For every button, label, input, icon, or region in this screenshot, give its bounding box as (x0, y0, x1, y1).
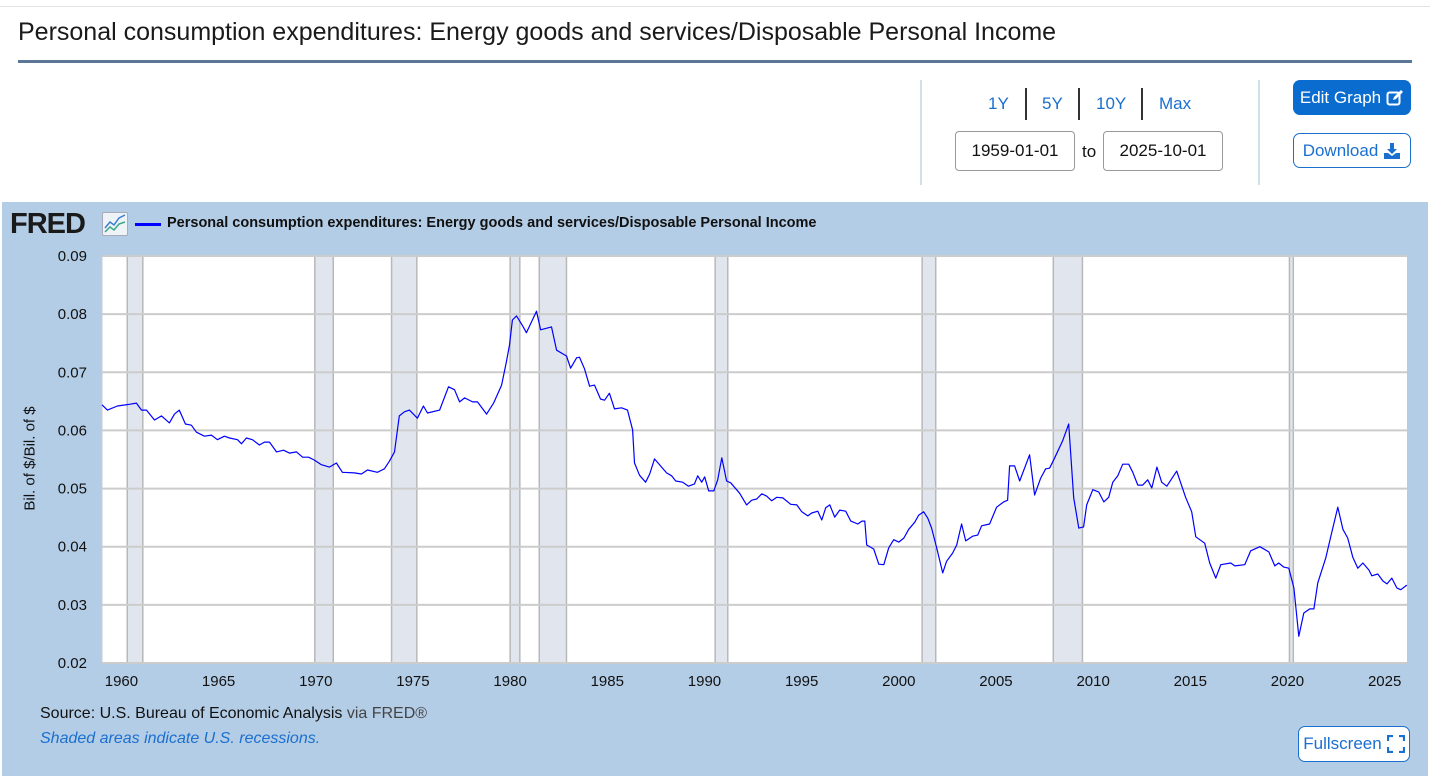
page-title: Personal consumption expenditures: Energ… (18, 18, 1057, 46)
x-tick-label: 1990 (688, 673, 721, 690)
start-date-input[interactable] (955, 131, 1075, 171)
recession-band (1053, 256, 1083, 663)
x-tick-label: 2005 (979, 673, 1012, 690)
x-tick-label: 1985 (591, 673, 624, 690)
range-5y-link[interactable]: 5Y (1042, 94, 1063, 113)
download-icon (1384, 142, 1401, 159)
y-tick-label: 0.08 (58, 306, 87, 323)
to-label: to (1082, 142, 1097, 161)
top-divider (0, 6, 1430, 7)
x-tick-label: 1975 (396, 673, 429, 690)
recession-note[interactable]: Shaded areas indicate U.S. recessions. (40, 730, 321, 747)
title-underline (18, 60, 1412, 63)
range-1y-link[interactable]: 1Y (988, 94, 1009, 113)
range-10y-link[interactable]: 10Y (1096, 94, 1127, 113)
plot-area (102, 256, 1407, 663)
download-button[interactable]: Download (1293, 133, 1411, 168)
source-prefix: Source: U.S. Bureau of Economic Analysis (40, 705, 343, 722)
legend-swatch (135, 223, 161, 226)
fred-logo: FRED (10, 208, 86, 240)
recession-band (510, 256, 520, 663)
recession-band (314, 256, 334, 663)
fullscreen-icon (1386, 735, 1405, 753)
x-tick-label: 2020 (1271, 673, 1304, 690)
download-label: Download (1302, 140, 1379, 160)
x-tick-label: 2000 (882, 673, 915, 690)
series-line (101, 310, 1408, 637)
range-divider (1078, 88, 1080, 120)
fullscreen-label: Fullscreen (1303, 734, 1382, 753)
edit-graph-button[interactable]: Edit Graph (1293, 80, 1411, 115)
chart-line-icon (102, 212, 128, 236)
x-tick-label: 1970 (299, 673, 332, 690)
end-date-input[interactable] (1103, 131, 1223, 171)
x-tick-label: 2015 (1174, 673, 1207, 690)
recession-band (539, 256, 567, 663)
legend-label: Personal consumption expenditures: Energ… (167, 215, 817, 231)
fullscreen-button[interactable]: Fullscreen (1298, 726, 1410, 762)
y-tick-label: 0.09 (58, 248, 87, 265)
recession-band (1289, 256, 1294, 663)
controls-divider-left (920, 80, 922, 185)
y-tick-label: 0.04 (58, 539, 87, 556)
recession-band (922, 256, 936, 663)
y-tick-label: 0.05 (58, 481, 87, 498)
x-tick-label: 1995 (785, 673, 818, 690)
recession-band (391, 256, 417, 663)
edit-graph-label: Edit Graph (1299, 87, 1382, 107)
x-tick-label: 1980 (493, 673, 526, 690)
controls-divider-right (1258, 80, 1260, 185)
y-tick-label: 0.02 (58, 655, 87, 672)
x-tick-label: 2010 (1076, 673, 1109, 690)
y-tick-label: 0.07 (58, 364, 87, 381)
edit-icon (1386, 89, 1404, 105)
recession-band (127, 256, 143, 663)
range-max-link[interactable]: Max (1159, 94, 1192, 113)
y-tick-label: 0.03 (58, 597, 87, 614)
range-divider (1025, 88, 1027, 120)
x-tick-label: 1960 (105, 673, 138, 690)
x-tick-label: 2025 (1368, 673, 1401, 690)
x-tick-label: 1965 (202, 673, 235, 690)
range-divider (1141, 88, 1143, 120)
source-text: Source: U.S. Bureau of Economic Analysis… (40, 705, 427, 723)
y-tick-label: 0.06 (58, 422, 87, 439)
source-via: via FRED® (342, 705, 428, 722)
